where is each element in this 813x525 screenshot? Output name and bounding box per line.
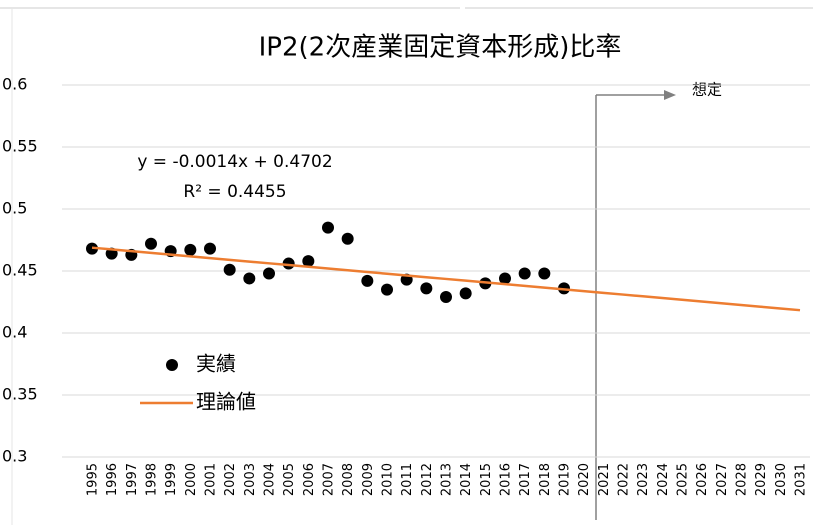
data-point (381, 283, 393, 296)
x-tick-label: 2024 (656, 463, 671, 496)
data-point (263, 267, 275, 280)
x-tick-label: 1999 (164, 463, 179, 496)
data-point (204, 242, 216, 255)
x-tick-label: 2007 (322, 463, 337, 496)
x-tick-label: 2021 (597, 463, 612, 496)
y-tick-label: 0.35 (2, 385, 38, 404)
x-tick-label: 2020 (577, 463, 592, 496)
data-point (184, 243, 197, 256)
x-tick-label: 2017 (518, 463, 533, 496)
x-tick-label: 2016 (499, 463, 514, 496)
legend-label: 実績 (196, 352, 236, 376)
x-tick-label: 2029 (754, 463, 769, 496)
x-tick-label: 1997 (125, 463, 140, 496)
data-point (499, 272, 511, 285)
x-tick-label: 2011 (400, 463, 415, 496)
y-tick-label: 0.45 (2, 261, 38, 280)
x-tick-label: 2023 (636, 463, 651, 496)
x-tick-label: 2006 (302, 463, 317, 496)
equation: y = -0.0014x + 0.4702 (137, 152, 332, 172)
x-tick-label: 2018 (538, 463, 553, 496)
x-tick-label: 2026 (695, 463, 710, 496)
data-point (302, 255, 315, 268)
x-tick-label: 2010 (381, 463, 396, 496)
legend-label: 理論値 (196, 390, 256, 414)
forecast-label: 想定 (692, 81, 722, 99)
x-tick-label: 2015 (479, 463, 494, 496)
y-tick-label: 0.55 (2, 137, 38, 156)
x-tick-label: 2014 (459, 463, 474, 496)
arrow-head (664, 90, 676, 100)
data-point (243, 272, 256, 285)
x-tick-label: 1996 (105, 463, 120, 496)
x-tick-label: 2027 (715, 463, 730, 496)
data-point (361, 274, 374, 287)
x-tick-label: 2009 (361, 463, 376, 496)
x-tick-label: 2012 (420, 463, 435, 496)
y-tick-label: 0.5 (2, 199, 27, 218)
data-point (459, 287, 472, 300)
legend-symbol (166, 359, 178, 371)
data-point (538, 267, 551, 280)
x-tick-label: 2025 (676, 463, 691, 496)
y-tick-label: 0.4 (2, 323, 27, 342)
x-tick-label: 2013 (440, 463, 455, 496)
r-squared: R² = 0.4455 (183, 182, 286, 202)
x-tick-label: 2031 (794, 463, 809, 496)
y-tick-label: 0.3 (2, 447, 27, 466)
x-tick-label: 2030 (774, 463, 789, 496)
x-tick-label: 2022 (617, 463, 632, 496)
x-tick-label: 2002 (223, 463, 238, 496)
x-tick-label: 2001 (204, 463, 219, 496)
data-point (223, 263, 236, 276)
y-tick-label: 0.6 (2, 75, 27, 94)
data-point (420, 282, 433, 295)
trend-line (91, 246, 801, 312)
x-tick-label: 2000 (184, 463, 199, 496)
x-tick-label: 2008 (341, 463, 356, 496)
chart-title: IP2(2次産業固定資本形成)比率 (259, 33, 622, 63)
data-point (518, 267, 531, 280)
x-tick-label: 2004 (263, 463, 278, 496)
data-point (322, 221, 334, 234)
data-point (341, 232, 354, 245)
data-point (145, 237, 157, 250)
x-tick-label: 1998 (145, 463, 160, 496)
x-tick-label: 2028 (735, 463, 750, 496)
x-tick-label: 2005 (282, 463, 297, 496)
x-tick-label: 2019 (558, 463, 573, 496)
x-tick-label: 1995 (86, 463, 101, 496)
data-point (440, 291, 452, 304)
x-tick-label: 2003 (243, 463, 258, 496)
